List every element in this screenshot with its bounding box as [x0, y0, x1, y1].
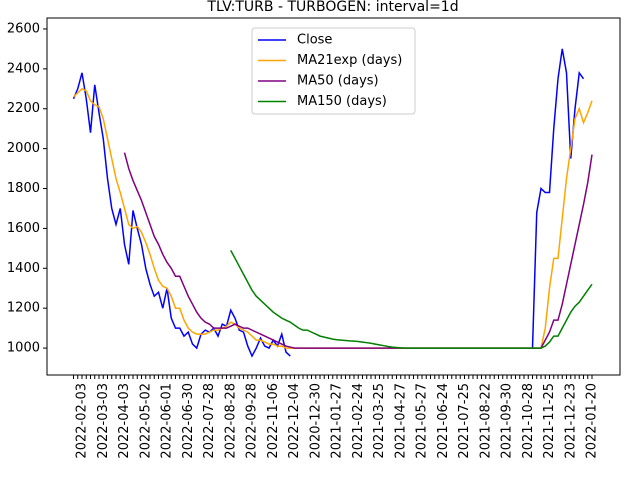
- x-tick-label: 2022-11-06: [266, 383, 281, 459]
- plot-frame: [46, 17, 621, 376]
- x-tick-label: 2022-08-28: [223, 383, 238, 459]
- y-tick-label: 1200: [7, 301, 40, 316]
- y-tick-label: 2200: [7, 101, 40, 116]
- x-tick-label: 2020-12-30: [308, 383, 323, 459]
- y-tick-label: 2400: [7, 61, 40, 76]
- chart-title: TLV:TURB - TURBOGEN: interval=1d: [206, 0, 458, 15]
- y-tick-label: 1600: [7, 221, 40, 236]
- x-tick-label: 2021-01-27: [330, 383, 345, 459]
- legend-label: Close: [297, 33, 332, 48]
- y-tick-label: 1000: [7, 341, 40, 356]
- x-tick-label: 2022-06-30: [181, 383, 196, 459]
- legend-box: [251, 27, 416, 115]
- x-tick-label: 2022-02-03: [75, 383, 90, 459]
- x-tick-label: 2021-05-27: [415, 383, 430, 459]
- y-tick-label: 2600: [7, 21, 40, 36]
- y-tick-label: 1800: [7, 181, 40, 196]
- series-line: [123, 152, 593, 349]
- y-tick-label: 2000: [7, 141, 40, 156]
- x-tick-label: 2021-04-27: [393, 383, 408, 459]
- x-tick-label: 2021-02-24: [351, 383, 366, 459]
- x-tick-label: 2022-05-02: [138, 383, 153, 459]
- series-line: [72, 87, 593, 349]
- x-tick-label: 2022-03-03: [96, 383, 111, 459]
- x-tick-label: 2022-09-28: [245, 383, 260, 459]
- series-line: [72, 48, 585, 358]
- x-tick-label: 2021-06-24: [436, 383, 451, 459]
- x-tick-label: 2021-10-28: [521, 383, 536, 459]
- legend-label: MA21exp (days): [297, 53, 402, 68]
- legend: Close MA21exp (days) MA50 (days) MA150 (day…: [251, 27, 416, 115]
- x-tick-label: 2022-07-28: [202, 383, 217, 459]
- x-tick-label: 2021-12-23: [563, 383, 578, 459]
- x-tick-label: 2021-03-25: [372, 383, 387, 459]
- x-tick-label: 2021-09-30: [500, 383, 515, 459]
- x-tick-label: 2021-07-25: [457, 383, 472, 459]
- series-line: [230, 249, 593, 349]
- legend-label: MA50 (days): [297, 74, 379, 89]
- x-tick-label: 2022-12-04: [287, 383, 302, 459]
- x-tick-label: 2022-01-20: [585, 383, 600, 459]
- x-tick-label: 2022-04-03: [117, 383, 132, 459]
- legend-label: MA150 (days): [297, 94, 387, 109]
- x-tick-label: 2021-11-25: [542, 383, 557, 459]
- y-tick-label: 1400: [7, 261, 40, 276]
- x-tick-label: 2021-08-22: [478, 383, 493, 459]
- x-tick-label: 2022-06-01: [160, 383, 175, 459]
